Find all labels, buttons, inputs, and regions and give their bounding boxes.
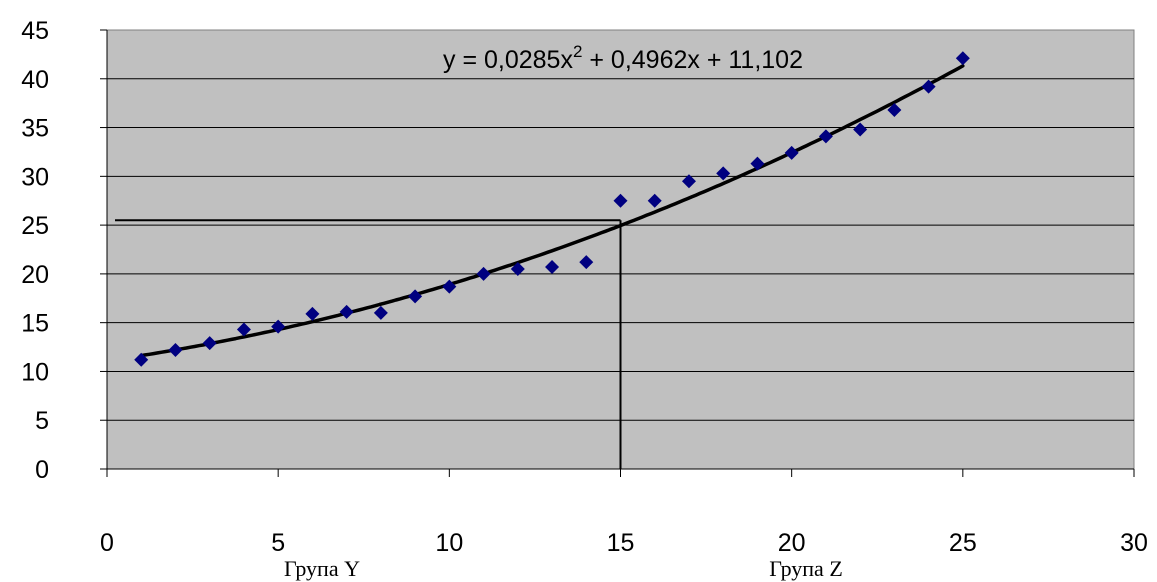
data-point-6 <box>305 306 320 321</box>
data-point-2 <box>168 342 183 357</box>
data-point-18 <box>716 166 731 181</box>
data-point-1 <box>134 352 149 367</box>
data-point-20 <box>784 145 799 160</box>
data-point-8 <box>373 305 388 320</box>
data-point-13 <box>545 260 560 275</box>
y-tick-label-15: 15 <box>21 310 49 338</box>
data-point-22 <box>853 122 868 137</box>
x-tick-label-30: 30 <box>1120 529 1148 557</box>
data-point-10 <box>442 279 457 294</box>
y-tick-label-20: 20 <box>21 261 49 289</box>
data-point-11 <box>476 266 491 281</box>
data-point-25 <box>955 51 970 66</box>
data-point-24 <box>921 79 936 94</box>
y-tick-label-45: 45 <box>21 17 49 45</box>
y-tick-label-5: 5 <box>35 407 49 435</box>
y-tick-labels: 0 5 10 15 20 25 30 35 40 45 <box>21 17 107 484</box>
reference-lines <box>115 219 622 469</box>
data-point-7 <box>339 304 354 319</box>
data-point-3 <box>202 336 217 351</box>
data-point-19 <box>750 156 765 171</box>
data-point-14 <box>579 255 594 270</box>
y-tick-label-10: 10 <box>21 358 49 386</box>
y-tick-label-40: 40 <box>21 66 49 94</box>
data-point-15 <box>613 193 628 208</box>
x-tick-label-15: 15 <box>607 529 635 557</box>
trendline-equation: y = 0,0285x2 + 0,4962x + 11,102 <box>443 42 803 74</box>
data-point-21 <box>818 129 833 144</box>
data-points <box>134 51 970 367</box>
data-point-9 <box>408 289 423 304</box>
x-tick-label-10: 10 <box>435 529 463 557</box>
x-tick-label-20: 20 <box>778 529 806 557</box>
y-tick-label-30: 30 <box>21 163 49 191</box>
data-point-4 <box>236 322 251 337</box>
data-point-12 <box>510 262 525 277</box>
y-tick-label-0: 0 <box>35 456 49 484</box>
data-point-5 <box>271 319 286 334</box>
y-tick-label-25: 25 <box>21 212 49 240</box>
data-point-17 <box>681 174 696 189</box>
x-tick-label-0: 0 <box>100 529 114 557</box>
data-point-23 <box>887 102 902 117</box>
x-tick-label-5: 5 <box>271 529 285 557</box>
x-tick-labels: 0 5 10 15 20 25 30 <box>100 469 1148 557</box>
group-label-z: Група Z <box>769 556 843 581</box>
data-point-16 <box>647 193 662 208</box>
x-tick-label-25: 25 <box>949 529 977 557</box>
y-tick-label-35: 35 <box>21 115 49 143</box>
group-label-y: Група Y <box>284 556 360 581</box>
